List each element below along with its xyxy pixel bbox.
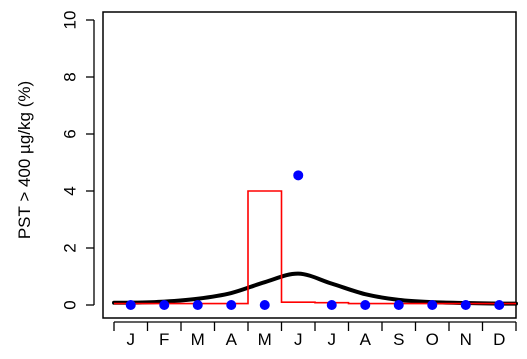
blue-data-point bbox=[159, 300, 170, 310]
x-tick-label: J bbox=[294, 330, 303, 349]
x-tick-label: M bbox=[258, 330, 272, 349]
x-tick-label: M bbox=[191, 330, 205, 349]
blue-data-point bbox=[427, 300, 438, 310]
blue-data-point bbox=[192, 300, 203, 310]
y-tick-label: 4 bbox=[61, 186, 80, 195]
blue-data-point bbox=[326, 300, 337, 310]
y-axis: 0 2 4 6 8 10 bbox=[61, 11, 95, 310]
x-tick-label: D bbox=[493, 330, 505, 349]
x-tick-label: J bbox=[328, 330, 337, 349]
x-tick-label: S bbox=[393, 330, 404, 349]
blue-data-point bbox=[494, 300, 505, 310]
blue-data-point bbox=[393, 300, 404, 310]
y-axis-title: PST > 400 µg/kg (%) bbox=[15, 81, 34, 239]
blue-data-point bbox=[125, 300, 136, 310]
blue-data-point bbox=[460, 300, 471, 310]
blue-data-point bbox=[360, 300, 371, 310]
x-tick-label: A bbox=[360, 330, 372, 349]
y-tick-label: 2 bbox=[61, 243, 80, 252]
y-tick-label: 6 bbox=[61, 129, 80, 138]
x-tick-label: N bbox=[460, 330, 472, 349]
y-tick-label: 0 bbox=[61, 300, 80, 309]
x-tick-label: F bbox=[159, 330, 169, 349]
x-tick-label: O bbox=[426, 330, 439, 349]
red-step-line bbox=[114, 190, 516, 305]
blue-data-point bbox=[293, 170, 304, 181]
x-tick-label: J bbox=[127, 330, 136, 349]
series-layer bbox=[112, 170, 518, 310]
plot-frame bbox=[102, 11, 517, 319]
y-tick-label: 8 bbox=[61, 72, 80, 81]
x-tick-label: A bbox=[226, 330, 238, 349]
blue-data-point bbox=[259, 300, 270, 310]
blue-data-point bbox=[226, 300, 237, 310]
y-tick-label: 10 bbox=[61, 11, 80, 30]
black-smooth-line bbox=[112, 271, 518, 306]
